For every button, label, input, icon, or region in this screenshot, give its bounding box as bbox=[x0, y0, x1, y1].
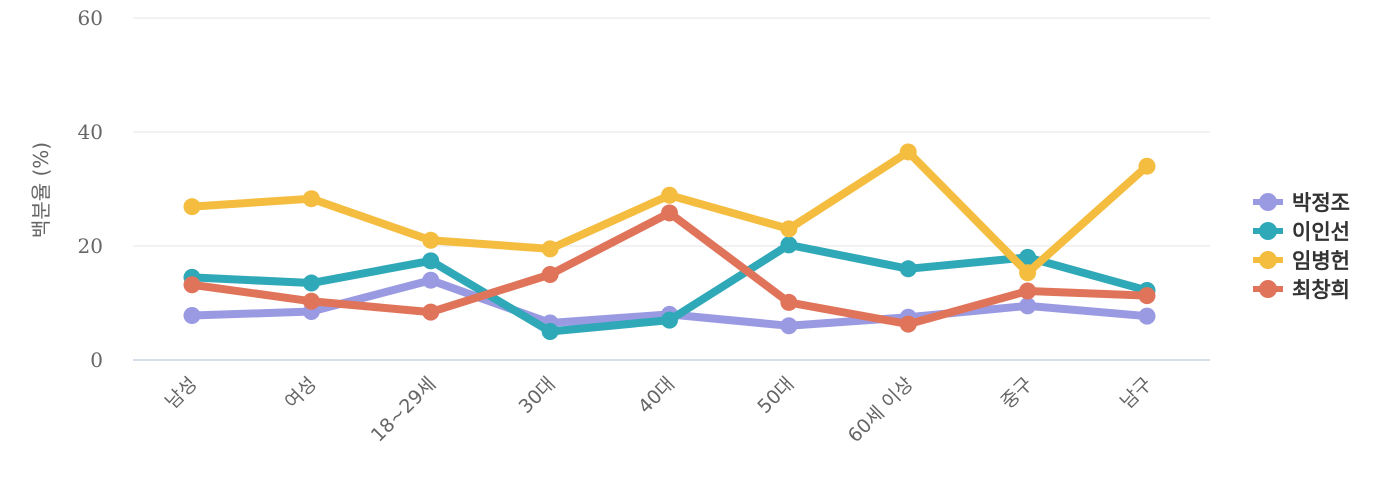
data-point[interactable] bbox=[899, 143, 917, 161]
y-tick-label: 0 bbox=[90, 348, 103, 372]
data-point[interactable] bbox=[661, 186, 678, 204]
x-tick-label: 남구 bbox=[1116, 373, 1156, 413]
data-point[interactable] bbox=[422, 271, 440, 289]
legend-marker bbox=[1259, 280, 1277, 298]
legend-marker bbox=[1259, 193, 1277, 211]
data-point[interactable] bbox=[541, 323, 559, 340]
data-point[interactable] bbox=[1019, 297, 1037, 315]
y-axis-label: 백분율 (%) bbox=[29, 142, 53, 238]
data-point[interactable] bbox=[541, 240, 559, 258]
x-tick-label: 50대 bbox=[753, 373, 798, 418]
legend-label: 임병헌 bbox=[1292, 249, 1350, 273]
data-point[interactable] bbox=[183, 307, 201, 325]
data-point[interactable] bbox=[183, 276, 201, 294]
data-point[interactable] bbox=[1138, 307, 1156, 325]
data-point[interactable] bbox=[422, 252, 440, 270]
x-tick-label: 18~29세 bbox=[367, 373, 440, 446]
series-2 bbox=[183, 143, 1156, 282]
legend-item[interactable]: 이인선 bbox=[1253, 220, 1350, 244]
x-tick-label: 30대 bbox=[515, 373, 560, 418]
data-point[interactable] bbox=[541, 266, 559, 283]
data-point[interactable] bbox=[1138, 287, 1156, 305]
y-tick-label: 40 bbox=[78, 120, 103, 144]
legend-label: 최창희 bbox=[1292, 278, 1350, 302]
y-axis-ticks: 0 20 40 60 bbox=[78, 6, 103, 372]
grid-lines bbox=[133, 17, 1210, 361]
data-point[interactable] bbox=[1019, 248, 1037, 266]
x-tick-label: 60세 이상 bbox=[844, 373, 918, 447]
legend-item[interactable]: 최창희 bbox=[1253, 278, 1350, 302]
data-point[interactable] bbox=[899, 315, 917, 333]
data-point[interactable] bbox=[1019, 264, 1037, 282]
data-point[interactable] bbox=[780, 236, 798, 254]
data-point[interactable] bbox=[183, 198, 201, 216]
data-point[interactable] bbox=[302, 292, 320, 310]
data-point[interactable] bbox=[780, 317, 798, 335]
legend-marker bbox=[1259, 251, 1277, 269]
series-3 bbox=[183, 204, 1156, 333]
data-point[interactable] bbox=[302, 190, 320, 208]
x-tick-label: 40대 bbox=[634, 373, 679, 418]
legend-item[interactable]: 박정조 bbox=[1253, 191, 1350, 215]
data-point[interactable] bbox=[1019, 282, 1037, 300]
legend-label: 이인선 bbox=[1292, 220, 1350, 244]
data-point[interactable] bbox=[899, 260, 917, 278]
x-tick-label: 중구 bbox=[997, 373, 1037, 413]
data-point[interactable] bbox=[661, 204, 678, 222]
legend-item[interactable]: 임병헌 bbox=[1253, 249, 1350, 273]
series-lines bbox=[183, 143, 1156, 340]
legend-marker bbox=[1259, 222, 1277, 240]
data-point[interactable] bbox=[661, 311, 678, 329]
x-axis-ticks: 남성 여성 18~29세 30대 40대 50대 60세 이상 중구 남구 bbox=[161, 373, 1156, 447]
data-point[interactable] bbox=[780, 293, 798, 311]
x-tick-label: 남성 bbox=[161, 373, 201, 413]
data-point[interactable] bbox=[780, 220, 798, 238]
data-point[interactable] bbox=[1138, 157, 1156, 175]
data-point[interactable] bbox=[422, 231, 440, 249]
series-1 bbox=[183, 236, 1156, 340]
data-point[interactable] bbox=[302, 274, 320, 292]
legend-label: 박정조 bbox=[1292, 191, 1350, 215]
y-tick-label: 60 bbox=[78, 6, 103, 30]
data-point[interactable] bbox=[422, 303, 440, 321]
x-tick-label: 여성 bbox=[281, 373, 321, 413]
y-tick-label: 20 bbox=[78, 234, 103, 258]
